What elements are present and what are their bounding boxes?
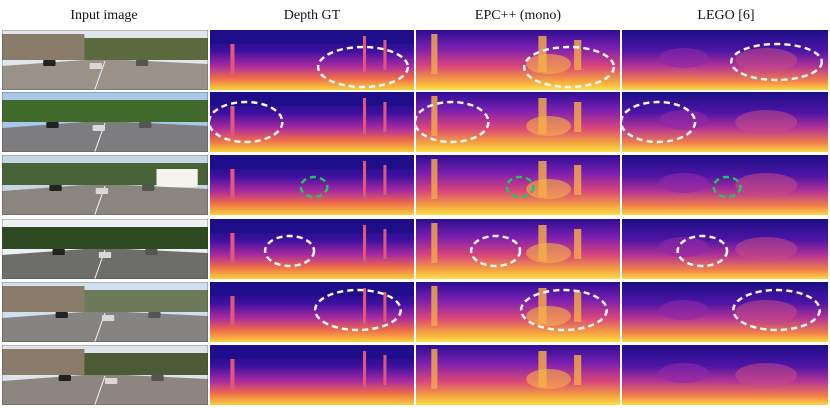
header-epc-mono: EPC++ (mono) — [474, 8, 562, 23]
depth-map-row-4 — [622, 219, 828, 279]
cell-row-6-gt — [210, 345, 414, 405]
header-lego: LEGO [6] — [697, 8, 755, 23]
cell-row-1-rgb — [2, 30, 208, 90]
cell-row-5-rgb — [2, 282, 208, 342]
header-depth-gt: Depth GT — [283, 8, 341, 23]
depth-map-row-5 — [416, 282, 620, 342]
cell-row-6-epc — [416, 345, 620, 405]
input-image-row-3 — [2, 155, 208, 215]
depth-map-row-1 — [210, 30, 414, 90]
cell-row-6-lego — [622, 345, 828, 405]
cell-row-4-lego — [622, 219, 828, 279]
input-image-row-5 — [2, 282, 208, 342]
depth-map-row-5 — [622, 282, 828, 342]
depth-map-row-6 — [416, 345, 620, 405]
depth-map-row-1 — [416, 30, 620, 90]
depth-map-row-4 — [416, 219, 620, 279]
cell-row-2-lego — [622, 92, 828, 152]
depth-map-row-2 — [622, 92, 828, 152]
cell-row-2-epc — [416, 92, 620, 152]
cell-row-3-gt — [210, 155, 414, 215]
cell-row-4-rgb — [2, 219, 208, 279]
cell-row-5-gt — [210, 282, 414, 342]
cell-row-1-epc — [416, 30, 620, 90]
cell-row-5-lego — [622, 282, 828, 342]
depth-map-row-4 — [210, 219, 414, 279]
depth-map-row-3 — [416, 155, 620, 215]
header-input-image: Input image — [70, 8, 138, 23]
depth-map-row-1 — [622, 30, 828, 90]
input-image-row-6 — [2, 345, 208, 405]
input-image-row-4 — [2, 219, 208, 279]
depth-map-row-5 — [210, 282, 414, 342]
depth-map-row-3 — [622, 155, 828, 215]
depth-map-row-2 — [210, 92, 414, 152]
cell-row-5-epc — [416, 282, 620, 342]
depth-map-row-2 — [416, 92, 620, 152]
cell-row-1-lego — [622, 30, 828, 90]
cell-row-6-rgb — [2, 345, 208, 405]
comparison-grid — [0, 28, 830, 408]
depth-map-row-3 — [210, 155, 414, 215]
input-image-row-1 — [2, 30, 208, 90]
cell-row-3-lego — [622, 155, 828, 215]
cell-row-4-gt — [210, 219, 414, 279]
cell-row-3-rgb — [2, 155, 208, 215]
cell-row-3-epc — [416, 155, 620, 215]
cell-row-4-epc — [416, 219, 620, 279]
depth-map-row-6 — [622, 345, 828, 405]
cell-row-2-rgb — [2, 92, 208, 152]
cell-row-2-gt — [210, 92, 414, 152]
cell-row-1-gt — [210, 30, 414, 90]
input-image-row-2 — [2, 92, 208, 152]
depth-map-row-6 — [210, 345, 414, 405]
